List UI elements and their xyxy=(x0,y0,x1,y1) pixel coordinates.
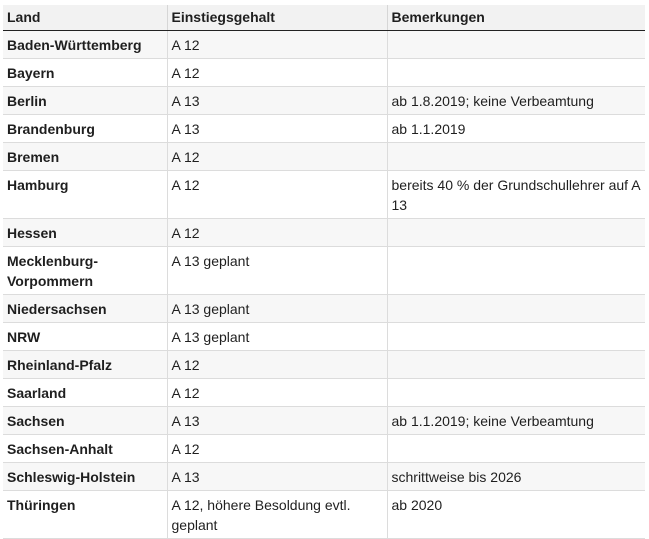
cell-land: Sachsen-Anhalt xyxy=(3,434,167,463)
cell-einstiegsgehalt: A 13 xyxy=(166,114,387,143)
cell-land: NRW xyxy=(3,322,167,351)
cell-land: Bayern xyxy=(3,58,167,87)
cell-einstiegsgehalt: A 12, höhere Besoldung evtl. geplant xyxy=(166,490,387,539)
table-row: Bremen A 12 xyxy=(3,142,645,171)
cell-land: Mecklenburg-Vorpommern xyxy=(3,246,167,295)
cell-einstiegsgehalt: A 12 xyxy=(166,350,387,379)
cell-einstiegsgehalt: A 13 xyxy=(166,86,387,115)
cell-einstiegsgehalt: A 13 xyxy=(166,406,387,435)
cell-einstiegsgehalt: A 12 xyxy=(166,142,387,171)
cell-bemerkungen xyxy=(386,246,645,295)
cell-einstiegsgehalt: A 13 geplant xyxy=(166,294,387,323)
cell-bemerkungen: ab 2020 xyxy=(386,490,645,539)
cell-einstiegsgehalt: A 12 xyxy=(166,378,387,407)
cell-land: Saarland xyxy=(3,378,167,407)
cell-land: Rheinland-Pfalz xyxy=(3,350,167,379)
table-row: Sachsen A 13 ab 1.1.2019; keine Verbeamtun… xyxy=(3,406,645,435)
cell-bemerkungen: ab 1.8.2019; keine Verbeamtung xyxy=(386,86,645,115)
cell-einstiegsgehalt: A 13 geplant xyxy=(166,246,387,295)
cell-bemerkungen: ab 1.1.2019 xyxy=(386,114,645,143)
column-header-einstiegsgehalt: Einstiegsgehalt xyxy=(166,5,387,31)
cell-bemerkungen: schrittweise bis 2026 xyxy=(386,462,645,491)
table-row: Niedersachsen A 13 geplant xyxy=(3,294,645,323)
cell-bemerkungen: bereits 40 % der Grundschullehrer auf A … xyxy=(386,170,645,219)
cell-einstiegsgehalt: A 13 xyxy=(166,462,387,491)
cell-einstiegsgehalt: A 12 xyxy=(166,30,387,59)
cell-bemerkungen xyxy=(386,434,645,463)
cell-land: Niedersachsen xyxy=(3,294,167,323)
cell-land: Sachsen xyxy=(3,406,167,435)
cell-land: Brandenburg xyxy=(3,114,167,143)
table-row: Brandenburg A 13 ab 1.1.2019 xyxy=(3,114,645,143)
table-row: Berlin A 13 ab 1.8.2019; keine Verbeamtung xyxy=(3,86,645,115)
table-row: Mecklenburg-Vorpommern A 13 geplant xyxy=(3,246,645,295)
table-header: Land Einstiegsgehalt Bemerkungen xyxy=(3,5,645,31)
cell-bemerkungen xyxy=(386,218,645,247)
table-row: Hessen A 12 xyxy=(3,218,645,247)
cell-einstiegsgehalt: A 12 xyxy=(166,218,387,247)
cell-bemerkungen xyxy=(386,294,645,323)
table-row: Baden-Württemberg A 12 xyxy=(3,30,645,59)
cell-bemerkungen xyxy=(386,350,645,379)
salary-table: Land Einstiegsgehalt Bemerkungen Baden-W… xyxy=(3,5,645,539)
cell-einstiegsgehalt: A 12 xyxy=(166,170,387,219)
cell-bemerkungen: ab 1.1.2019; keine Verbeamtung xyxy=(386,406,645,435)
cell-einstiegsgehalt: A 13 geplant xyxy=(166,322,387,351)
cell-land: Hamburg xyxy=(3,170,167,219)
table-row: Sachsen-Anhalt A 12 xyxy=(3,434,645,463)
table-row: Schleswig-Holstein A 13 schrittweise bis 2… xyxy=(3,462,645,491)
cell-land: Bremen xyxy=(3,142,167,171)
cell-land: Thüringen xyxy=(3,490,167,539)
cell-land: Berlin xyxy=(3,86,167,115)
cell-bemerkungen xyxy=(386,378,645,407)
cell-land: Hessen xyxy=(3,218,167,247)
cell-land: Baden-Württemberg xyxy=(3,30,167,59)
column-header-land: Land xyxy=(3,5,167,31)
table-row: Saarland A 12 xyxy=(3,378,645,407)
cell-einstiegsgehalt: A 12 xyxy=(166,434,387,463)
table-row: Rheinland-Pfalz A 12 xyxy=(3,350,645,379)
table-row: Bayern A 12 xyxy=(3,58,645,87)
column-header-bemerkungen: Bemerkungen xyxy=(386,5,645,31)
cell-bemerkungen xyxy=(386,30,645,59)
cell-bemerkungen xyxy=(386,58,645,87)
cell-land: Schleswig-Holstein xyxy=(3,462,167,491)
table-row: Thüringen A 12, höhere Besoldung evtl. ge… xyxy=(3,490,645,539)
cell-bemerkungen xyxy=(386,322,645,351)
table-row: NRW A 13 geplant xyxy=(3,322,645,351)
header-row: Land Einstiegsgehalt Bemerkungen xyxy=(3,5,645,31)
cell-bemerkungen xyxy=(386,142,645,171)
table-row: Hamburg A 12 bereits 40 % der Grundschulle… xyxy=(3,170,645,219)
salary-table-container: Land Einstiegsgehalt Bemerkungen Baden-W… xyxy=(3,5,645,539)
table-body: Baden-Württemberg A 12 Bayern A 12 Berlin A 1… xyxy=(3,30,645,539)
cell-einstiegsgehalt: A 12 xyxy=(166,58,387,87)
